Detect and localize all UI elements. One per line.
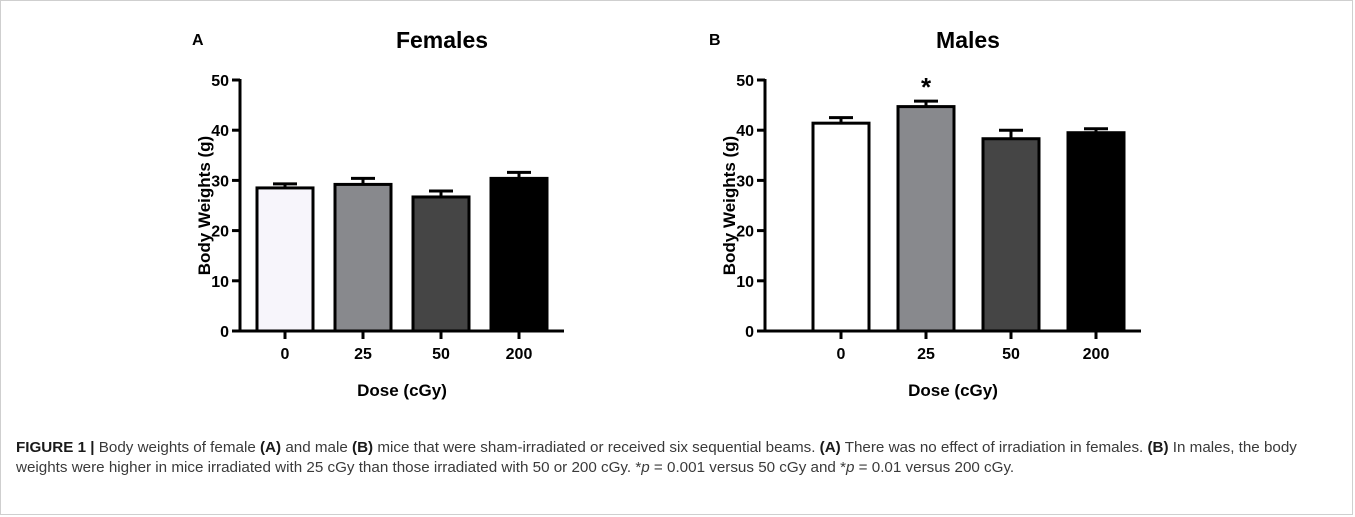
- x-tick-label: 50: [432, 346, 450, 363]
- y-tick-label: 10: [211, 274, 229, 291]
- bar-50: [411, 195, 471, 333]
- figure-label-separator: |: [86, 439, 99, 456]
- bar-25: [333, 182, 393, 333]
- caption-text: mice that were sham-irradiated or receiv…: [373, 439, 820, 456]
- caption-text: Body weights of female: [98, 439, 260, 456]
- bar-0: [811, 121, 871, 333]
- y-tick-label: 50: [736, 73, 754, 90]
- x-tick-label: 200: [1083, 346, 1110, 363]
- panel-letter: A: [192, 32, 204, 49]
- x-tick-label: 0: [281, 346, 290, 363]
- caption-italic: p: [641, 459, 650, 476]
- caption-body: Body weights of female (A) and male (B) …: [16, 439, 1297, 476]
- x-tick-label: 200: [506, 346, 533, 363]
- bar-0: [255, 186, 315, 333]
- significance-marker: *: [921, 72, 932, 102]
- y-tick-label: 0: [220, 324, 229, 341]
- x-axis-label: Dose (cGy): [357, 381, 447, 400]
- figure-caption: FIGURE 1 | Body weights of female (A) an…: [16, 438, 1338, 478]
- y-tick-label: 30: [211, 173, 229, 190]
- caption-italic: p: [846, 459, 855, 476]
- x-tick-label: 0: [837, 346, 846, 363]
- y-tick-label: 40: [736, 123, 754, 140]
- y-tick-label: 30: [736, 173, 754, 190]
- chart-panel-a: A Females 0 10 20 30 40 50 Body Weights (g) 0 25 50…: [192, 27, 564, 400]
- chart-title: Females: [396, 27, 488, 53]
- y-axis-label: Body Weights (g): [195, 136, 214, 275]
- x-axis-label: Dose (cGy): [908, 381, 998, 400]
- x-tick-label: 50: [1002, 346, 1020, 363]
- bar-200: [1066, 131, 1126, 333]
- figure-charts: A Females 0 10 20 30 40 50 Body Weights (g) 0 25 50…: [192, 27, 1141, 400]
- chart-panel-b: B Males 0 10 20 30 40 50 Body Weights (g) 0 25 * 50 2…: [709, 27, 1141, 400]
- x-tick-label: 25: [917, 346, 935, 363]
- bar-25: [896, 105, 956, 333]
- x-tick-label: 25: [354, 346, 372, 363]
- bar-50: [981, 137, 1041, 333]
- figure-label: FIGURE 1: [16, 439, 87, 456]
- caption-text: = 0.01 versus 200 cGy.: [854, 459, 1015, 476]
- y-tick-label: 20: [211, 224, 229, 241]
- y-tick-label: 0: [745, 324, 754, 341]
- chart-title: Males: [936, 27, 1000, 53]
- bar-200: [489, 176, 549, 333]
- caption-panel-ref: (A): [819, 439, 841, 456]
- y-tick-label: 40: [211, 123, 229, 140]
- caption-text: and male: [281, 439, 353, 456]
- panel-letter: B: [709, 32, 721, 49]
- caption-panel-ref: (B): [1147, 439, 1169, 456]
- caption-text: There was no effect of irradiation in fe…: [840, 439, 1148, 456]
- y-tick-label: 10: [736, 274, 754, 291]
- caption-panel-ref: (B): [352, 439, 374, 456]
- caption-text: In males, the body weights were higher i…: [16, 439, 1297, 476]
- y-axis-label: Body Weights (g): [720, 136, 739, 275]
- y-tick-label: 20: [736, 224, 754, 241]
- y-tick-label: 50: [211, 73, 229, 90]
- caption-text: = 0.001 versus 50 cGy and *: [649, 459, 846, 476]
- caption-panel-ref: (A): [260, 439, 282, 456]
